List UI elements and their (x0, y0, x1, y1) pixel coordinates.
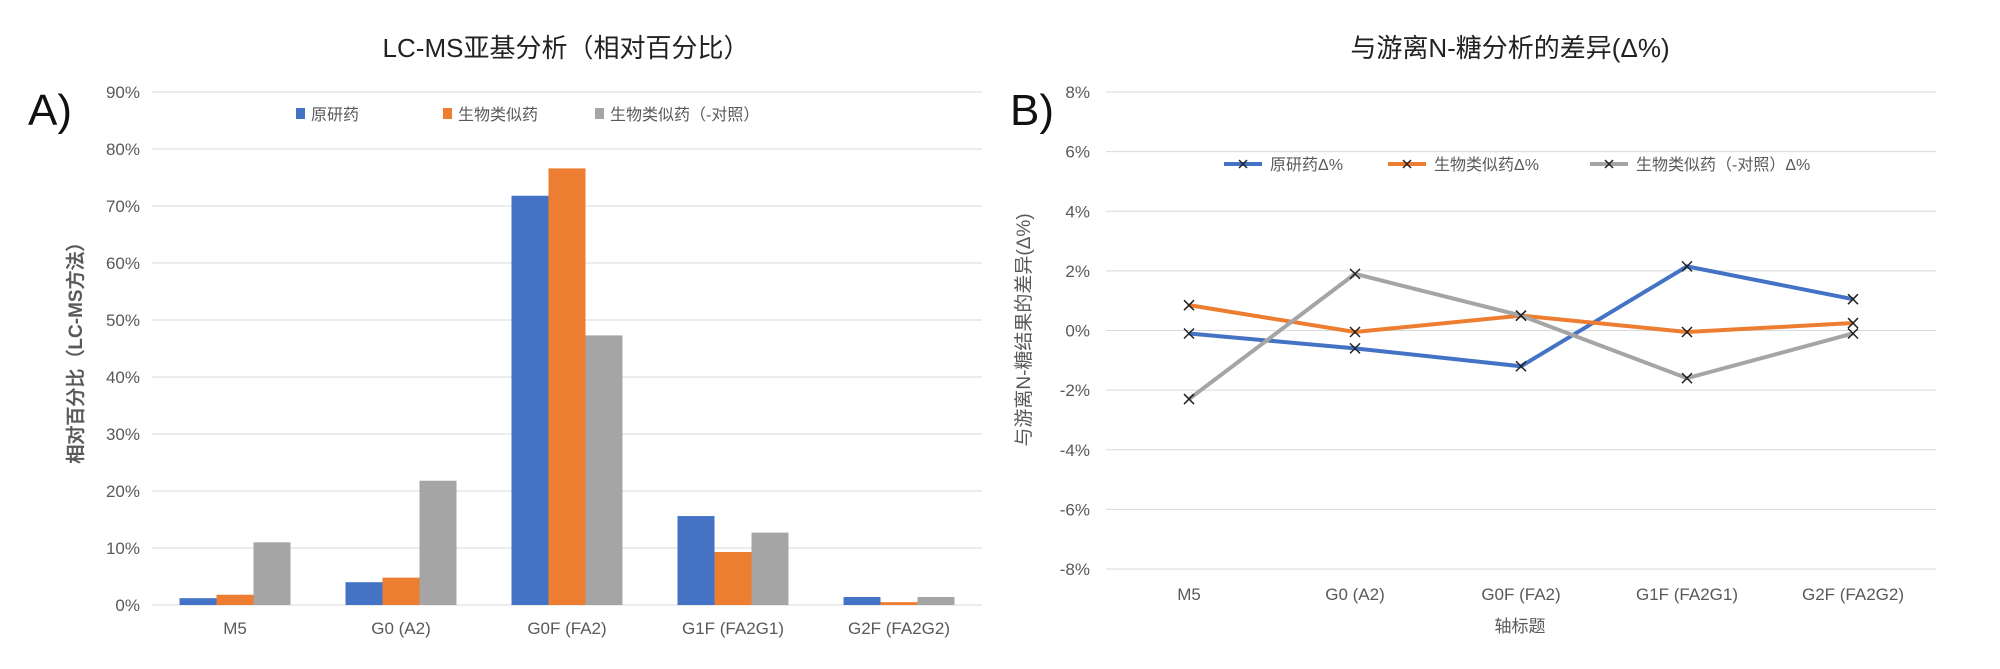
chart-b-title: 与游离N-糖分析的差异(Δ%) (1350, 33, 1669, 63)
bar-1 (179, 598, 217, 605)
y-tick-label: 4% (1065, 202, 1090, 221)
legend-label: 生物类似药 (458, 106, 538, 124)
data-point-marker (1183, 393, 1195, 405)
x-tick-label: G1F (FA2G1) (682, 619, 784, 638)
chart-a-relative-percent: LC-MS亚基分析（相对百分比） A) 相对百分比（LC-MS方法） 0% 10%… (28, 33, 982, 638)
data-point-marker (1847, 293, 1859, 305)
x-tick-label: G0 (A2) (371, 619, 431, 638)
x-tick-label: G0F (FA2) (527, 619, 606, 638)
bar-1 (843, 597, 881, 605)
chart-a-title: LC-MS亚基分析（相对百分比） (383, 33, 750, 63)
y-tick-label: -6% (1060, 500, 1090, 519)
legend-label: 生物类似药Δ% (1434, 156, 1539, 174)
chart-b-x-axis-label: 轴标题 (1495, 617, 1546, 636)
x-tick-label: G2F (FA2G2) (1802, 585, 1904, 604)
data-point-marker (1183, 327, 1195, 340)
y-tick-label: -8% (1060, 560, 1090, 579)
legend-marker (1604, 159, 1614, 169)
bar-3 (917, 597, 955, 605)
y-tick-label: 80% (106, 140, 140, 159)
bar-2 (216, 594, 254, 605)
data-point-marker (1515, 310, 1527, 322)
y-tick-label: 8% (1065, 83, 1090, 102)
y-tick-label: -2% (1060, 381, 1090, 400)
legend-label: 生物类似药（-对照） (610, 106, 759, 124)
y-tick-label: -4% (1060, 441, 1090, 460)
y-tick-label: 50% (106, 311, 140, 330)
legend-swatch (296, 108, 305, 119)
x-tick-label: G0 (A2) (1325, 585, 1385, 604)
bar-3 (585, 335, 623, 605)
bar-2 (880, 602, 918, 605)
bar-2 (382, 577, 420, 605)
y-tick-label: 20% (106, 482, 140, 501)
legend-marker (1402, 159, 1412, 169)
y-tick-label: 90% (106, 83, 140, 102)
panel-label-b: B) (1010, 86, 1054, 135)
y-tick-label: 70% (106, 197, 140, 216)
data-point-marker (1183, 299, 1195, 311)
chart-a-y-axis-label: 相对百分比（LC-MS方法） (64, 232, 87, 463)
y-tick-label: 6% (1065, 143, 1090, 162)
data-point-marker (1515, 360, 1527, 372)
y-tick-label: 2% (1065, 262, 1090, 281)
chart-b-y-axis-label: 与游离N-糖结果的差异(Δ%) (1013, 213, 1035, 446)
y-tick-label: 0% (1065, 322, 1090, 341)
bar-1 (511, 195, 549, 606)
bar-3 (253, 542, 291, 605)
legend-marker (1238, 159, 1248, 169)
data-point-marker (1349, 268, 1361, 280)
y-tick-label: 60% (106, 254, 140, 273)
data-point-marker (1847, 317, 1859, 329)
data-point-marker (1681, 326, 1693, 338)
series-line-3 (1187, 271, 1854, 401)
data-point-marker (1847, 327, 1859, 340)
bar-3 (419, 480, 457, 605)
x-tick-label: G2F (FA2G2) (848, 619, 950, 638)
bar-3 (751, 532, 789, 605)
data-point-marker (1681, 260, 1693, 272)
y-tick-label: 0% (115, 596, 140, 615)
y-tick-label: 40% (106, 368, 140, 387)
legend-swatch (595, 108, 604, 119)
legend-label: 生物类似药（-对照）Δ% (1636, 156, 1810, 174)
legend-label: 原研药 (311, 106, 359, 124)
series-line-2 (1188, 303, 1854, 335)
x-tick-label: G1F (FA2G1) (1636, 585, 1738, 604)
data-point-marker (1681, 372, 1693, 384)
data-point-marker (1349, 342, 1361, 354)
x-tick-label: M5 (1177, 585, 1201, 604)
x-tick-label: G0F (FA2) (1481, 585, 1560, 604)
data-point-marker (1349, 326, 1361, 338)
legend-label: 原研药Δ% (1270, 156, 1343, 174)
panel-label-a: A) (28, 86, 72, 135)
legend-swatch (443, 108, 452, 119)
y-tick-label: 10% (106, 539, 140, 558)
y-tick-label: 30% (106, 425, 140, 444)
x-tick-label: M5 (223, 619, 247, 638)
bar-1 (345, 582, 383, 605)
chart-b-difference: 与游离N-糖分析的差异(Δ%) B) 与游离N-糖结果的差异(Δ%) 轴标题 -… (1010, 33, 1936, 636)
bar-2 (714, 551, 752, 605)
bar-1 (677, 516, 715, 605)
bar-2 (548, 168, 586, 605)
